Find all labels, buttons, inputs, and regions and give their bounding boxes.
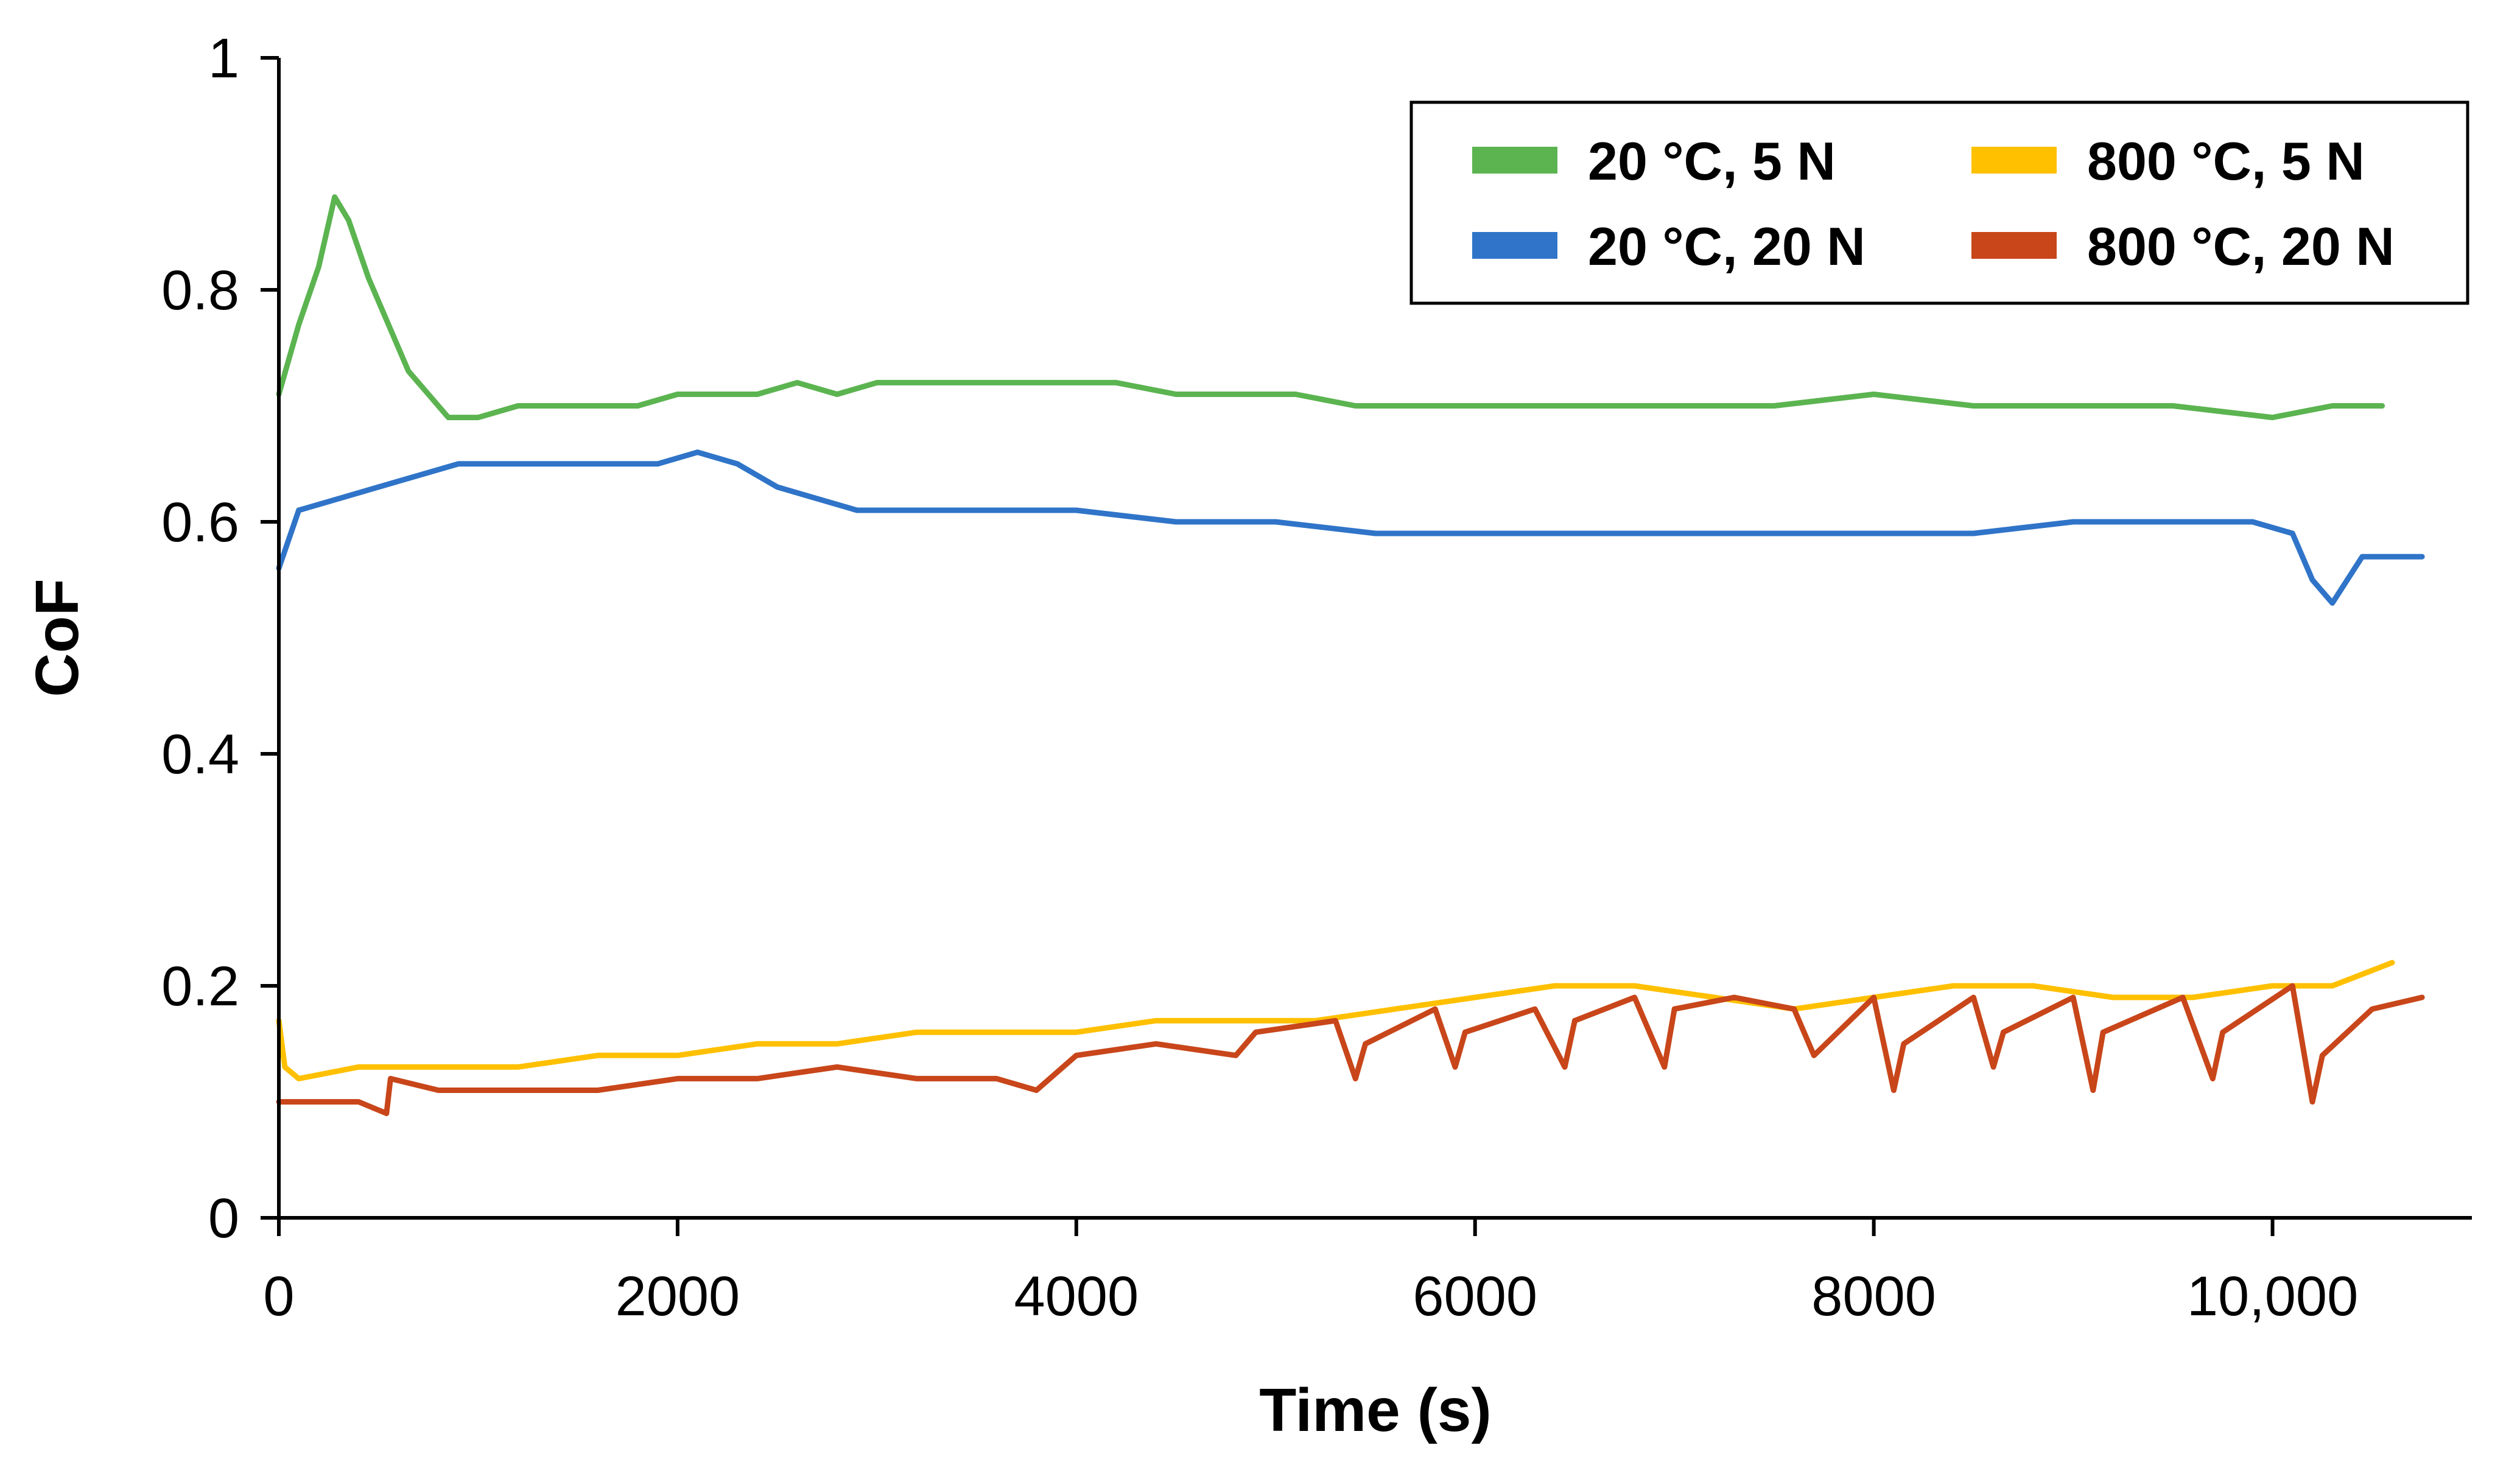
- x-tick-label: 2000: [616, 1265, 740, 1327]
- legend-label: 20 °C, 20 N: [1588, 216, 1865, 276]
- legend-label: 20 °C, 5 N: [1588, 131, 1836, 191]
- y-tick-label: 1: [208, 27, 239, 90]
- x-tick-label: 0: [263, 1265, 294, 1327]
- series-line-4: [276, 983, 2425, 1116]
- legend-swatch: [1472, 147, 1557, 174]
- x-tick-label: 4000: [1014, 1265, 1139, 1327]
- x-axis-title: Time (s): [1259, 1376, 1492, 1444]
- legend: 20 °C, 5 N 800 °C, 5 N 20 °C, 20 N 800 °C, …: [1409, 100, 2469, 305]
- x-tick-label: 6000: [1413, 1265, 1537, 1327]
- x-tick-label: 10,000: [2187, 1265, 2358, 1327]
- y-tick-label: 0.2: [161, 955, 239, 1017]
- series-layer: [276, 194, 2425, 1116]
- legend-swatch: [1472, 232, 1557, 259]
- legend-label: 800 °C, 5 N: [2087, 131, 2365, 191]
- legend-label: 800 °C, 20 N: [2087, 216, 2395, 276]
- y-axis-title: CoF: [23, 578, 91, 697]
- y-tick-label: 0.8: [161, 259, 239, 322]
- axes-layer: [277, 58, 2472, 1220]
- series-line-3: [276, 960, 2395, 1081]
- legend-swatch: [1971, 232, 2057, 259]
- series-line-2: [276, 449, 2425, 606]
- x-tick-label: 8000: [1811, 1265, 1936, 1327]
- series-line-1: [276, 194, 2385, 421]
- y-tick-label: 0.4: [161, 723, 239, 785]
- ticks-layer: 0 0.2 0.4 0.6 0.8 1 0 2000 4000 6000 8000 10,000: [161, 27, 2358, 1327]
- y-tick-label: 0: [208, 1187, 239, 1249]
- legend-swatch: [1971, 147, 2057, 174]
- y-tick-label: 0.6: [161, 491, 239, 554]
- legend-box: [1409, 100, 2469, 305]
